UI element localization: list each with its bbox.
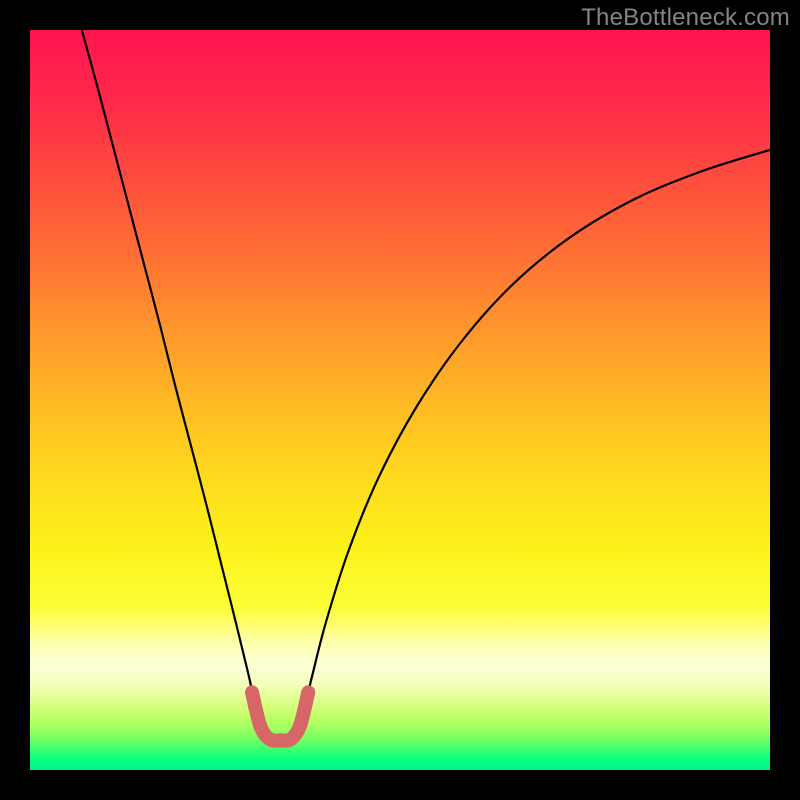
plot-svg <box>30 30 770 770</box>
plot-area <box>30 30 770 770</box>
gradient-background <box>30 30 770 770</box>
chart-outer-frame: TheBottleneck.com <box>0 0 800 800</box>
watermark-text: TheBottleneck.com <box>581 4 790 32</box>
